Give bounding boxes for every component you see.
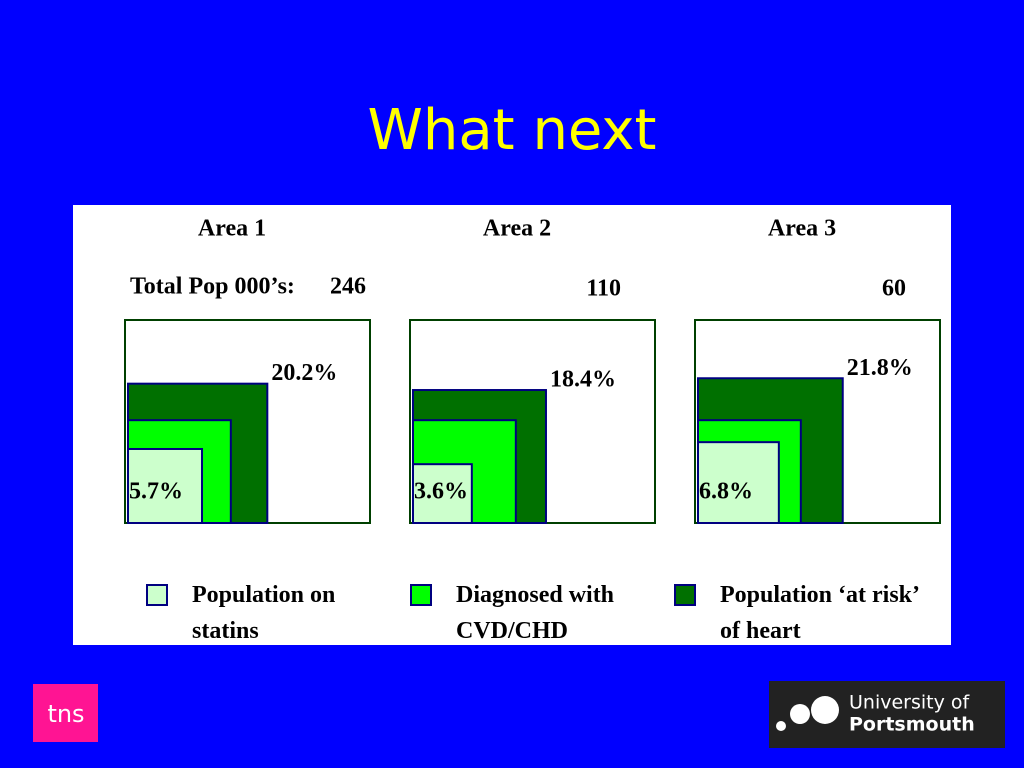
value-label: 18.4% [550,367,616,393]
square [127,447,204,525]
uop-logo-dot [776,721,786,731]
legend-swatch [410,584,432,606]
tns-logo-text: tns [47,700,84,728]
area-label: Area 2 [483,216,551,242]
total-value: 110 [586,276,621,302]
legend-label: Population ‘at risk’ of heart [720,582,920,644]
value-label: 20.2% [271,360,337,386]
square [697,441,780,525]
value-label: 3.6% [414,479,468,505]
uop-logo-dot [790,704,810,724]
total-value: 60 [882,276,906,302]
legend-label: Population on statins [192,582,335,644]
legend-line: statins [192,618,259,644]
area-label: Area 3 [768,216,836,242]
value-label: 6.8% [699,479,753,505]
legend-swatch [146,584,168,606]
slide-title: What next [368,98,657,163]
legend-line: Diagnosed with [456,582,614,608]
uop-logo-dot [811,696,839,724]
legend-swatch [674,584,696,606]
total-value: 246 [330,274,366,300]
uop-logo-text: University of [849,692,971,714]
uop-logo-text: Portsmouth [849,714,975,736]
total-prefix: Total Pop 000’s: [130,274,295,300]
square [412,463,473,525]
value-label: 21.8% [847,355,913,381]
legend-line: of heart [720,618,801,644]
value-label: 5.7% [129,479,183,505]
legend-line: Population on [192,582,335,608]
legend-line: CVD/CHD [456,618,568,644]
area-label: Area 1 [198,216,266,242]
legend-line: Population ‘at risk’ [720,582,920,608]
legend-label: Diagnosed with CVD/CHD [456,582,614,644]
tns-logo [33,684,98,742]
